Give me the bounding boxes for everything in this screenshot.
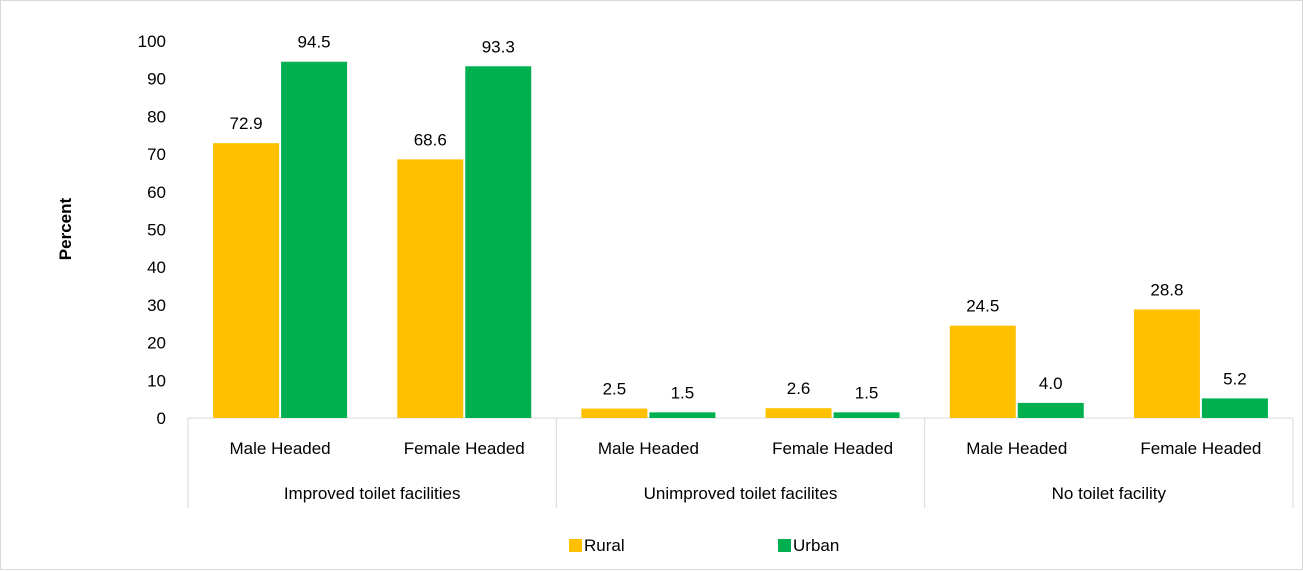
y-tick-label: 90 [147,70,166,89]
data-label: 94.5 [298,33,331,52]
bar-rural [1133,309,1200,418]
data-label: 93.3 [482,37,515,56]
bar-urban [281,61,348,419]
x-group-label: Unimproved toilet facilites [644,484,838,503]
x-category-label: Female Headed [404,439,525,458]
y-tick-label: 80 [147,107,166,126]
x-category-label: Male Headed [966,439,1067,458]
data-label: 2.5 [603,380,627,399]
y-tick-label: 50 [147,221,166,240]
data-label: 1.5 [671,383,695,402]
y-tick-label: 100 [138,32,166,51]
bar-rural [581,408,648,418]
x-group-label: Improved toilet facilities [284,484,461,503]
legend-label-rural: Rural [584,536,625,555]
x-category-label: Male Headed [598,439,699,458]
data-label: 72.9 [230,114,263,133]
bar-urban [649,412,716,418]
y-tick-label: 10 [147,371,166,390]
data-label: 2.6 [787,379,811,398]
legend-label-urban: Urban [793,536,839,555]
bar-urban [1201,398,1268,418]
data-label: 28.8 [1150,280,1183,299]
x-category-label: Female Headed [1140,439,1261,458]
y-tick-label: 40 [147,258,166,277]
bar-rural [765,408,832,418]
y-tick-label: 30 [147,296,166,315]
data-label: 24.5 [966,297,999,316]
x-category-label: Female Headed [772,439,893,458]
data-label: 5.2 [1223,369,1247,388]
legend-swatch-urban [778,539,791,552]
y-tick-label: 70 [147,145,166,164]
bar-rural [949,325,1016,418]
x-group-label: No toilet facility [1052,484,1167,503]
bar-urban [833,412,900,418]
bar-urban [465,66,532,418]
bar-urban [1017,402,1084,418]
y-tick-label: 0 [157,409,166,428]
x-category-label: Male Headed [230,439,331,458]
data-label: 68.6 [414,130,447,149]
data-label: 1.5 [855,383,879,402]
y-tick-label: 60 [147,183,166,202]
legend-swatch-rural [569,539,582,552]
bar-rural [397,159,464,419]
y-axis-title: Percent [56,197,75,260]
y-tick-label: 20 [147,334,166,353]
bar-rural [213,143,280,419]
data-label: 4.0 [1039,374,1063,393]
